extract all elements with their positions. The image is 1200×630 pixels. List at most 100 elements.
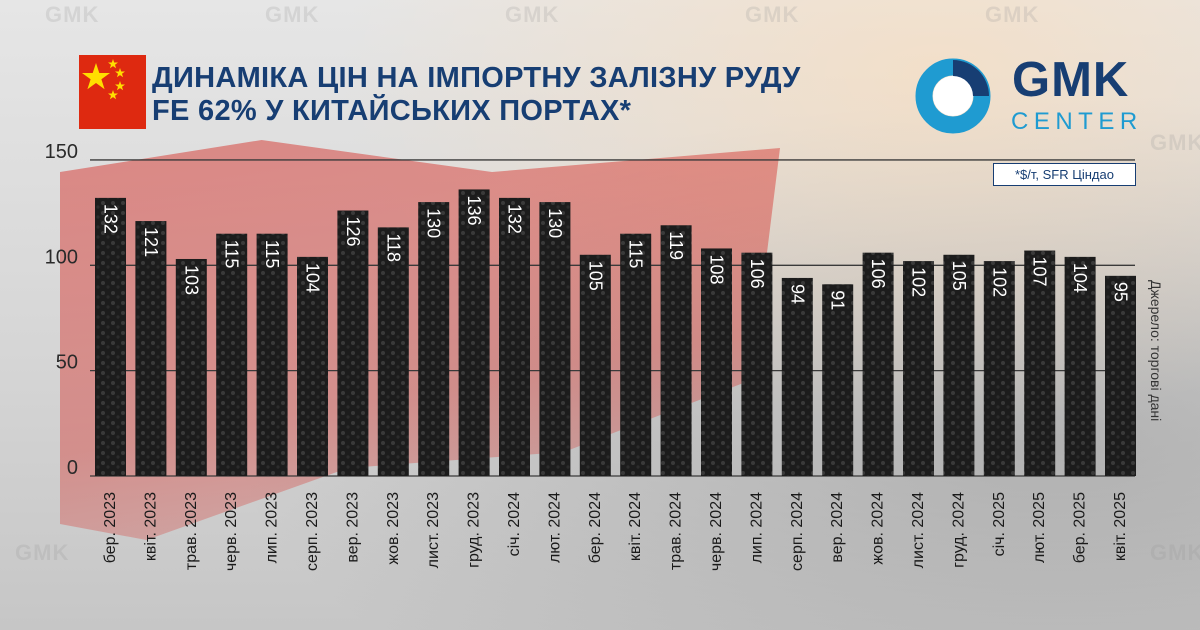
bar-value-label: 102 (909, 267, 929, 297)
y-tick-label: 150 (45, 141, 78, 163)
bar (943, 254, 975, 476)
watermark: GMK (505, 2, 560, 27)
page-title: ДИНАМІКА ЦІН НА ІМПОРТНУ ЗАЛІЗНУ РУДУ FE… (152, 62, 852, 128)
bar-value-label: 115 (626, 240, 646, 269)
title-line-1: ДИНАМІКА ЦІН НА ІМПОРТНУ ЗАЛІЗНУ РУДУ (152, 62, 801, 94)
x-tick-label: жов. 2023 (385, 492, 402, 565)
watermark: GMK (1150, 540, 1200, 565)
x-tick-label: серп. 2024 (789, 492, 806, 571)
x-tick-label: груд. 2024 (950, 492, 967, 568)
watermark: GMK (985, 2, 1040, 27)
x-tick-label: січ. 2024 (506, 492, 523, 556)
bar-value-label: 130 (424, 208, 444, 238)
bar-value-label: 95 (1111, 282, 1131, 302)
y-tick-label: 50 (56, 352, 78, 374)
x-tick-label: бер. 2025 (1072, 492, 1089, 563)
bar (822, 284, 854, 476)
logo-text-gmk: GMK (1012, 53, 1130, 107)
bar (256, 233, 288, 476)
x-tick-label: трав. 2024 (668, 492, 685, 570)
flag-big-star (82, 63, 110, 90)
x-tick-label: лип. 2024 (748, 492, 765, 564)
bar (418, 202, 450, 476)
x-tick-label: лист. 2023 (425, 492, 442, 568)
bar-value-label: 91 (828, 290, 848, 310)
bar (862, 252, 894, 476)
bar (337, 210, 369, 476)
china-flag-icon (79, 55, 146, 129)
bar-value-label: 132 (505, 204, 525, 234)
bar (781, 277, 813, 476)
x-tick-label: вер. 2023 (344, 492, 361, 563)
watermark: GMK (745, 2, 800, 27)
bar (135, 221, 167, 476)
source-note: Джерело: торгові дані (1148, 280, 1164, 422)
x-tick-label: трав. 2023 (183, 492, 200, 570)
bar (660, 225, 692, 476)
x-tick-label: груд. 2023 (466, 492, 483, 568)
bar-value-label: 102 (989, 267, 1009, 297)
bar (1064, 256, 1096, 476)
bar (620, 233, 652, 476)
bar-value-label: 107 (1030, 257, 1050, 287)
bar-value-label: 106 (747, 259, 767, 289)
bar (1024, 250, 1056, 476)
y-tick-label: 100 (45, 246, 78, 268)
bar (903, 261, 934, 476)
x-tick-label: квіт. 2024 (627, 492, 644, 561)
bar-value-label: 105 (949, 261, 969, 291)
gmk-logo-icon (915, 58, 991, 134)
x-tick-label: квіт. 2023 (142, 492, 159, 561)
bar-value-label: 94 (787, 284, 807, 304)
bar (216, 233, 248, 476)
bar-value-label: 105 (585, 261, 605, 291)
bar (539, 202, 571, 476)
china-flag-stars (82, 59, 125, 100)
bar-value-label: 132 (101, 204, 121, 234)
bar-value-label: 106 (868, 259, 888, 289)
bar (579, 254, 611, 476)
bar-value-label: 118 (383, 233, 403, 262)
logo-text-center: CENTER (1011, 108, 1143, 135)
bar-value-label: 130 (545, 208, 565, 238)
watermark: GMK (1150, 130, 1200, 155)
bar (458, 189, 490, 476)
title-line-2: FE 62% У КИТАЙСЬКИХ ПОРТАХ* (152, 95, 632, 127)
bar-value-label: 104 (303, 263, 323, 293)
flag-small-star (115, 81, 125, 91)
bar (701, 248, 732, 476)
bar-value-label: 108 (707, 254, 727, 284)
x-tick-label: лют. 2025 (1031, 492, 1048, 563)
watermark: GMK (265, 2, 320, 27)
bar-value-label: 103 (181, 265, 201, 295)
watermark: GMK (15, 540, 70, 565)
bar (297, 256, 328, 476)
bar (741, 252, 773, 476)
flag-small-star (115, 68, 125, 78)
bar (499, 197, 530, 476)
x-tick-label: лист. 2024 (910, 492, 927, 568)
bar-value-label: 126 (343, 217, 363, 247)
x-tick-label: вер. 2024 (829, 492, 846, 563)
x-tick-label: січ. 2025 (991, 492, 1008, 556)
x-tick-label: черв. 2024 (708, 492, 725, 571)
x-tick-label: лип. 2023 (264, 492, 281, 564)
x-tick-label: бер. 2024 (587, 492, 604, 563)
x-tick-label: серп. 2023 (304, 492, 321, 571)
flag-small-star (108, 90, 118, 100)
x-tick-label: квіт. 2025 (1112, 492, 1129, 561)
bar-value-label: 104 (1070, 263, 1090, 293)
bar (1105, 275, 1136, 476)
flag-small-star (108, 59, 118, 69)
bar (983, 261, 1015, 476)
x-tick-label: лют. 2024 (546, 492, 563, 563)
bar-value-label: 136 (464, 195, 484, 225)
bar (175, 258, 207, 476)
bar-value-label: 115 (222, 240, 242, 269)
unit-note: *$/т, SFR Ціндао (993, 163, 1136, 186)
bar-value-label: 119 (666, 231, 686, 260)
bar (377, 227, 409, 476)
bar (95, 197, 126, 476)
x-tick-label: бер. 2023 (102, 492, 119, 563)
x-tick-label: черв. 2023 (223, 492, 240, 571)
